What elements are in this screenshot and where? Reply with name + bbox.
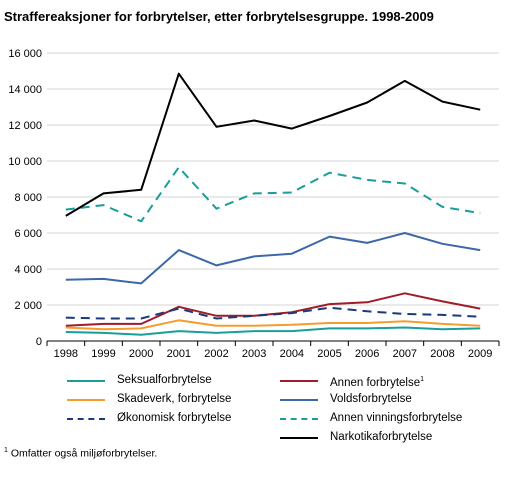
- footnote: 1 Omfatter også miljøforbrytelser.: [4, 447, 157, 460]
- y-tick-label: 16 000: [8, 48, 42, 60]
- series-line-annen-vinningsforbrytelse: [65, 166, 481, 223]
- x-tick-label: 2003: [242, 348, 266, 360]
- y-tick-label: 0: [36, 336, 42, 348]
- series-line-voldsforbrytelse: [65, 232, 481, 285]
- x-tick-label: 2005: [317, 348, 341, 360]
- x-tick-label: 2008: [430, 348, 454, 360]
- x-tick-label: 2006: [355, 348, 379, 360]
- x-tick-label: 2007: [393, 348, 417, 360]
- y-tick-label: 8 000: [14, 192, 42, 204]
- x-axis-ticks: 1998 1999 2000 2001 2002 2003 2004 2005 2006 2007…: [46, 341, 500, 360]
- chart-title: Straffereaksjoner for forbrytelser, ette…: [4, 9, 434, 24]
- series-line--konomisk-forbrytelse: [65, 306, 481, 320]
- x-tick-label: 1998: [54, 348, 78, 360]
- x-tick-label: 1999: [91, 348, 115, 360]
- series-line-annen-forbrytelse: [65, 292, 481, 327]
- series-line-seksualforbrytelse: [65, 326, 481, 336]
- footnote-text: Omfatter også miljøforbrytelser.: [10, 447, 158, 460]
- y-tick-label: 12 000: [8, 120, 42, 132]
- x-tick-label: 2000: [129, 348, 153, 360]
- y-tick-label: 2 000: [14, 300, 42, 312]
- y-axis-ticks: 0 2 000 4 000 6 000 8 000 10 000 12 000 14 000 1…: [8, 48, 42, 348]
- grid-lines: [47, 52, 499, 306]
- x-tick-label: 2009: [468, 348, 492, 360]
- series-lines: [65, 72, 481, 336]
- footnote-mark: 1: [4, 447, 8, 454]
- y-tick-label: 4 000: [14, 264, 42, 276]
- y-tick-label: 14 000: [8, 84, 42, 96]
- x-tick-label: 2002: [204, 348, 228, 360]
- y-tick-label: 6 000: [14, 228, 42, 240]
- y-tick-label: 10 000: [8, 156, 42, 168]
- series-line-skadeverk-forbrytelse: [65, 319, 481, 331]
- x-tick-label: 2004: [280, 348, 304, 360]
- x-tick-label: 2001: [167, 348, 191, 360]
- series-line-narkotikaforbrytelse: [65, 72, 481, 217]
